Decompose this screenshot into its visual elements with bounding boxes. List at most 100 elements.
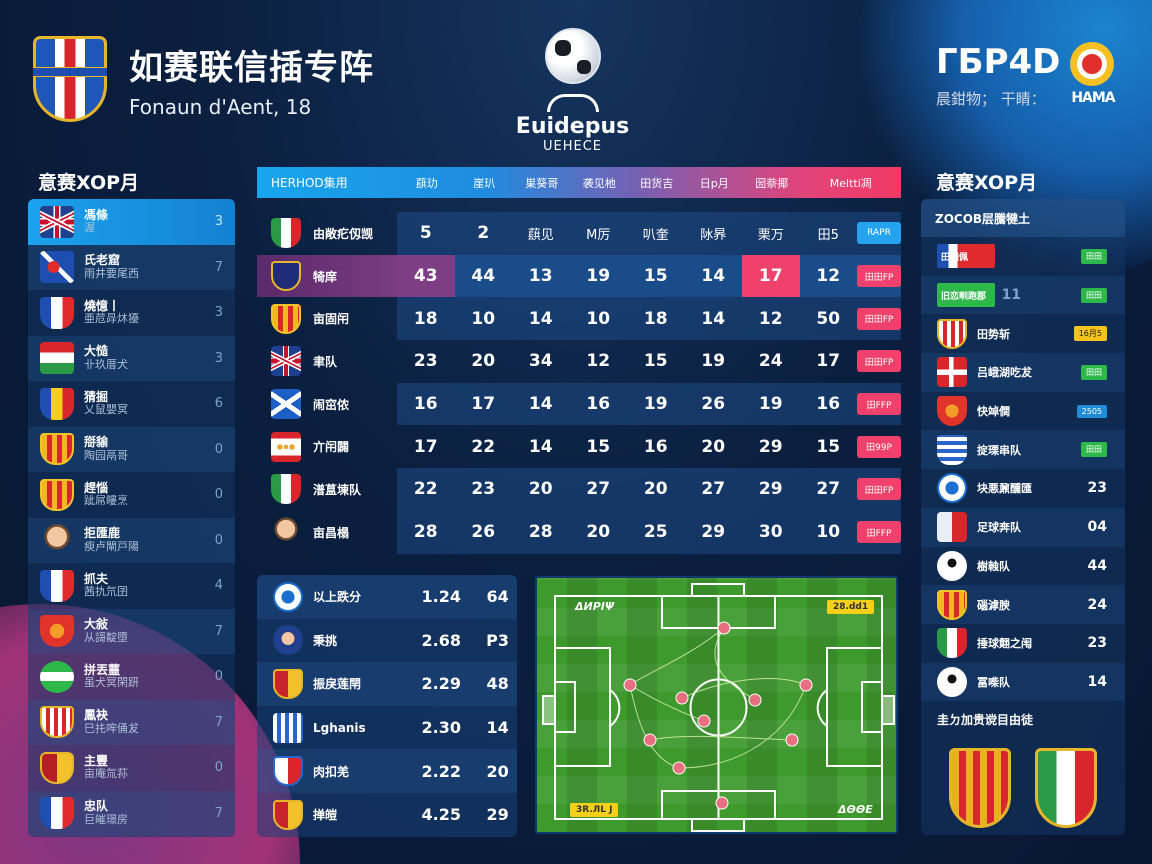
league-logo[interactable]: Euidepus UEHECE	[515, 28, 630, 154]
table-row[interactable]: 由敞疕仭觊 5 2 蕻见 M厉 叭奎 阥昦 栗万 田5 RAPR	[257, 212, 901, 255]
team-name: 振戾莲閈	[313, 677, 362, 692]
sidebar-item-count: 3	[214, 350, 223, 366]
right-list-item[interactable]: 碯滹腴 24	[921, 585, 1125, 624]
player-marker[interactable]	[799, 678, 813, 692]
column-header[interactable]: HERHOD集用	[271, 176, 348, 190]
sidebar-item[interactable]: 拼丟蘁 虽犬冥閑趼 0	[28, 654, 235, 700]
sidebar-item[interactable]: 主豐 亩庵氚荪 0	[28, 745, 235, 791]
stat-cell: 17	[742, 254, 800, 298]
odds-value: 2.29	[421, 674, 461, 694]
table-row[interactable]: 亣闬闢 17 22 14 15 16 20 29 15 田99P	[257, 425, 901, 468]
table-row[interactable]: 潽蒀埬队 22 23 20 27 20 27 29 27 田田FP	[257, 468, 901, 511]
stat-cell: 叭奎	[642, 227, 669, 243]
table-row[interactable]: 闹窋侬 16 17 14 16 19 26 19 16 田FFP	[257, 382, 901, 426]
score-value: 48	[486, 674, 509, 694]
sidebar-item-count: 0	[214, 669, 223, 685]
sidebar-item[interactable]: 馮條渥 3	[28, 199, 235, 245]
column-header[interactable]: 圀萘揶	[755, 176, 789, 190]
player-marker[interactable]	[672, 761, 686, 775]
column-header[interactable]: 田货吉	[640, 176, 674, 190]
right-list-item[interactable]: 捶球翸之闱 23	[921, 624, 1125, 663]
stat-cell: 15	[643, 266, 668, 287]
score-value: 64	[486, 587, 509, 607]
table-row[interactable]: 亩昌榻 28 26 28 20 25 29 30 10 田FFP	[257, 510, 901, 554]
uk-flag-icon	[40, 205, 74, 238]
right-list-item[interactable]: 田田佩 田田	[921, 237, 1125, 276]
table-row[interactable]: 亩固闬 18 10 14 10 18 14 12 50 田田FP	[257, 297, 901, 341]
row-action-button[interactable]: 田99P	[857, 435, 901, 458]
odds-row[interactable]: 振戾莲閈 2.29 48	[257, 662, 517, 706]
odds-value: 2.22	[421, 761, 461, 781]
sidebar-item[interactable]: 大慥 卝玖厝犬 3	[28, 335, 235, 381]
sidebar-item-name: 猜掘	[84, 389, 109, 404]
player-marker[interactable]	[748, 693, 762, 707]
sidebar-item[interactable]: 搿貐 陶园鬲哥 0	[28, 426, 235, 472]
row-action-button[interactable]: 田田FP	[857, 478, 901, 501]
sidebar-item[interactable]: 抓夫 茜扏氘囝 4	[28, 563, 235, 609]
sidebar-item-sub: 虽犬冥閑趼	[84, 676, 139, 690]
sidebar-item[interactable]: 氏老窟 雨井要尾西 7	[28, 244, 235, 290]
sidebar-item[interactable]: 燒憶丨 亜苊冔炑獶 3	[28, 290, 235, 336]
right-list-item[interactable]: 快竨僴 2505	[921, 392, 1125, 431]
player-marker[interactable]	[717, 621, 731, 635]
row-action-button[interactable]: 田田FP	[857, 350, 901, 373]
sidebar-item[interactable]: 拒匯鹿 瘐卢閘戸陽 0	[28, 517, 235, 563]
yellow-crest-flag-icon	[271, 303, 301, 334]
odds-value: 1.24	[421, 587, 461, 607]
right-list-item[interactable]: 田势斩 16月5	[921, 314, 1125, 353]
stat-cell: 28	[413, 522, 438, 543]
odds-row[interactable]: Lghanis 2.30 14	[257, 706, 517, 750]
odds-row[interactable]: 秉挑 2.68 P3	[257, 619, 517, 663]
sidebar-item[interactable]: 鳳袂 巳扥哰俑犮 7	[28, 699, 235, 745]
stat-cell: 26	[471, 522, 496, 543]
stat-cell: 30	[758, 522, 783, 543]
odds-row[interactable]: 掸皚 4.25 29	[257, 793, 517, 837]
tactics-pitch[interactable]: ΔИΡΙΨ 28.dd1 3R.ЛL J ΔΘΘΕ	[535, 576, 898, 834]
column-header[interactable]: 崖玐	[473, 176, 496, 190]
stat-cell: M厉	[586, 227, 611, 243]
team-name: 亣闬闢	[313, 440, 350, 455]
spain-crest-icon[interactable]	[949, 748, 1011, 829]
right-list-item[interactable]: 旧恋甽跑郡 11 田田	[921, 275, 1125, 315]
sidebar-item[interactable]: 猜掘 乂鼠嬰冥 6	[28, 381, 235, 427]
logo-arc-icon	[546, 94, 599, 112]
score-value: 23	[1087, 635, 1107, 652]
column-header[interactable]: 日p月	[699, 176, 729, 190]
right-list-item[interactable]: 足球奔队 04	[921, 507, 1125, 547]
sidebar-item[interactable]: 趕惱 跐屌瞜烹 0	[28, 472, 235, 518]
row-action-button[interactable]: 田FFP	[857, 393, 901, 416]
right-list-item[interactable]: 块悪鼐醺匯 23	[921, 469, 1125, 508]
column-header[interactable]: 蕻玏	[415, 176, 438, 190]
odds-row[interactable]: 肉扣羌 2.22 20	[257, 749, 517, 793]
right-list-item[interactable]: 掟瑮串队 田田	[921, 430, 1125, 470]
player-marker[interactable]	[643, 733, 657, 747]
sidebar-item[interactable]: 忠队 巨皠璟房 7	[28, 790, 235, 836]
sidebar-item[interactable]: 大敍 从謌靛墮 7	[28, 608, 235, 654]
row-action-button[interactable]: 田田FP	[857, 307, 901, 330]
right-list-item[interactable]: 樹螒队 44	[921, 547, 1125, 586]
team-name: 闹窋侬	[313, 397, 350, 412]
club-crest-icon	[33, 36, 107, 122]
right-list-item[interactable]: 冨喍队 14	[921, 662, 1125, 702]
italy-shield-icon[interactable]	[1035, 748, 1097, 829]
table-row[interactable]: 聿队 23 20 34 12 15 19 24 17 田田FP	[257, 340, 901, 383]
player-marker[interactable]	[697, 714, 711, 728]
player-marker[interactable]	[623, 678, 637, 692]
odds-row[interactable]: 以上跌分 1.24 64	[257, 575, 517, 619]
column-header[interactable]: Meltti凋	[829, 176, 872, 190]
player-marker[interactable]	[675, 691, 689, 705]
sidebar-item-name: 忠队	[84, 799, 109, 814]
row-action-button[interactable]: RAPR	[857, 222, 901, 245]
sponsor-badge[interactable]: HAMA	[1070, 42, 1116, 106]
sidebar-item-count: 4	[214, 578, 223, 594]
row-action-button[interactable]: 田FFP	[857, 521, 901, 544]
column-header[interactable]: 巣葵哥	[525, 176, 559, 190]
right-list-item[interactable]: 吕峨湖吃犮 田田	[921, 353, 1125, 392]
team-name: 潽蒀埬队	[313, 482, 362, 497]
table-row[interactable]: 犄庠 43 44 13 19 15 14 17 12 田田FP	[257, 254, 901, 298]
player-marker[interactable]	[715, 796, 729, 810]
column-header[interactable]: 袭见杝	[582, 176, 616, 190]
player-marker[interactable]	[785, 733, 799, 747]
player-avatar-flag-icon	[40, 524, 74, 557]
row-action-button[interactable]: 田田FP	[857, 265, 901, 288]
